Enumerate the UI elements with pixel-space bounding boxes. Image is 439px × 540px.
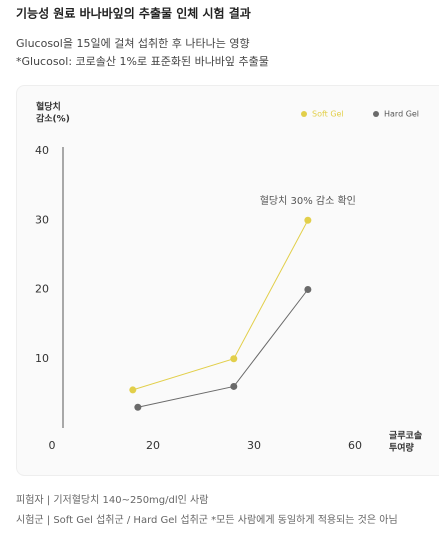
y-tick-label: 30 [35, 213, 49, 226]
y-tick-label: 40 [35, 144, 49, 157]
y-axis-label: 혈당치 [36, 101, 61, 113]
data-point [134, 404, 141, 411]
data-point [129, 386, 136, 393]
legend-marker [301, 111, 307, 117]
x-tick-label: 60 [348, 439, 362, 452]
legend-marker [373, 111, 379, 117]
legend-label: Hard Gel [384, 110, 419, 119]
y-axis-label: 감소(%) [36, 113, 70, 125]
y-tick-label: 20 [35, 283, 49, 296]
data-point [304, 217, 311, 224]
annotation: 혈당치 30% 감소 확인 [260, 194, 356, 207]
chart-card [17, 86, 439, 476]
data-point [304, 286, 311, 293]
x-tick-label: 30 [247, 439, 261, 452]
data-point [230, 383, 237, 390]
x-axis-label: 투여량 [389, 442, 415, 454]
footer-subjects: 피험자 | 기저혈당치 140~250mg/dl인 사람 [16, 493, 208, 506]
data-point [230, 355, 237, 362]
y-tick-label: 10 [35, 352, 49, 365]
x-tick-label: 0 [49, 439, 56, 452]
x-axis-label: 글루코솔 [389, 430, 422, 442]
legend-label: Soft Gel [312, 110, 344, 119]
footer-groups: 시험군 | Soft Gel 섭취군 / Hard Gel 섭취군 *모든 사람… [16, 513, 398, 526]
note: *Glucosol: 코로솔산 1%로 표준화된 바나바잎 추출물 [16, 55, 269, 68]
x-tick-label: 20 [146, 439, 160, 452]
title: 기능성 원료 바나바잎의 추출물 인체 시험 결과 [16, 6, 251, 21]
subtitle: Glucosol을 15일에 걸쳐 섭취한 후 나타나는 영향 [16, 36, 250, 50]
